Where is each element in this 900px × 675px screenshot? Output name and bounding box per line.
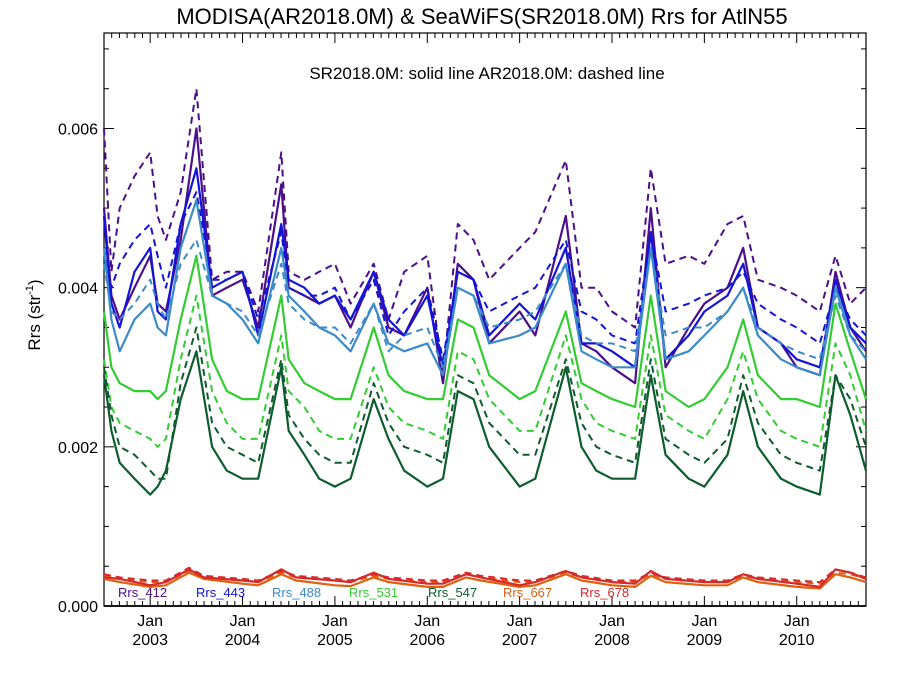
series-rrs-678: [103, 566, 867, 589]
x-tick-month-label: Jan: [137, 613, 163, 630]
series-solid-line-sr2018: [102, 127, 867, 385]
y-axis-label-superscript: -1: [24, 285, 36, 295]
chart-title: MODISA(AR2018.0M) & SeaWiFS(SR2018.0M) R…: [176, 4, 787, 29]
series-rrs-412: [102, 87, 867, 385]
y-tick-label: 0.006: [58, 122, 98, 139]
x-tick-year-label: 2006: [409, 632, 445, 649]
legend-item-label: Rrs_443: [196, 585, 245, 600]
legend-item-label: Rrs_678: [580, 585, 629, 600]
legend-item-label: Rrs_412: [118, 585, 167, 600]
series-dashed-line-ar2018: [103, 238, 867, 369]
x-tick-year-label: 2003: [132, 632, 168, 649]
series-dashed-line-ar2018: [103, 87, 867, 377]
series-rrs-488: [102, 199, 867, 377]
y-tick-label: 0.000: [58, 599, 98, 616]
x-tick-year-label: 2008: [594, 632, 630, 649]
y-axis-label: Rrs (str-1): [24, 279, 44, 350]
x-tick-year-label: 2004: [225, 632, 261, 649]
x-tick-year-label: 2007: [502, 632, 538, 649]
series-solid-line-sr2018: [102, 199, 867, 377]
x-tick-month-label: Jan: [230, 613, 256, 630]
legend-item-label: Rrs_547: [428, 585, 477, 600]
series-dashed-line-ar2018: [103, 191, 867, 361]
series-solid-line-sr2018: [103, 568, 867, 589]
legend-item-label: Rrs_531: [349, 585, 398, 600]
series-dashed-line-ar2018: [103, 294, 867, 448]
x-tick-month-label: Jan: [507, 613, 533, 630]
y-tick-label: 0.004: [58, 281, 98, 298]
series-solid-line-sr2018: [102, 350, 868, 496]
y-axis-label-text: Rrs (str: [25, 295, 44, 351]
x-tick-month-label: Jan: [414, 613, 440, 630]
series-solid-line-sr2018: [103, 571, 867, 590]
x-tick-month-label: Jan: [322, 613, 348, 630]
y-axis-label-close: ): [25, 279, 44, 285]
plot-area: 0.000 0.002 0.004 0.006 Jan 2003 Jan 2004 Jan 200…: [58, 32, 868, 649]
x-tick-month-label: Jan: [691, 613, 717, 630]
y-tick-label: 0.002: [58, 440, 98, 457]
x-tick-year-label: 2009: [687, 632, 723, 649]
x-tick-year-label: 2005: [317, 632, 353, 649]
series-rrs-531: [102, 254, 868, 448]
x-tick-year-label: 2010: [779, 632, 815, 649]
legend-item-label: Rrs_488: [272, 585, 321, 600]
series-solid-line-sr2018: [102, 254, 868, 409]
series-rrs-443: [102, 167, 867, 369]
x-tick-month-label: Jan: [599, 613, 625, 630]
x-tick-month-label: Jan: [784, 613, 810, 630]
line-style-note: SR2018.0M: solid line AR2018.0M: dashed …: [309, 64, 664, 83]
series-rrs-547: [102, 326, 868, 496]
series-solid-line-sr2018: [102, 167, 867, 369]
legend-item-label: Rrs_667: [503, 585, 552, 600]
